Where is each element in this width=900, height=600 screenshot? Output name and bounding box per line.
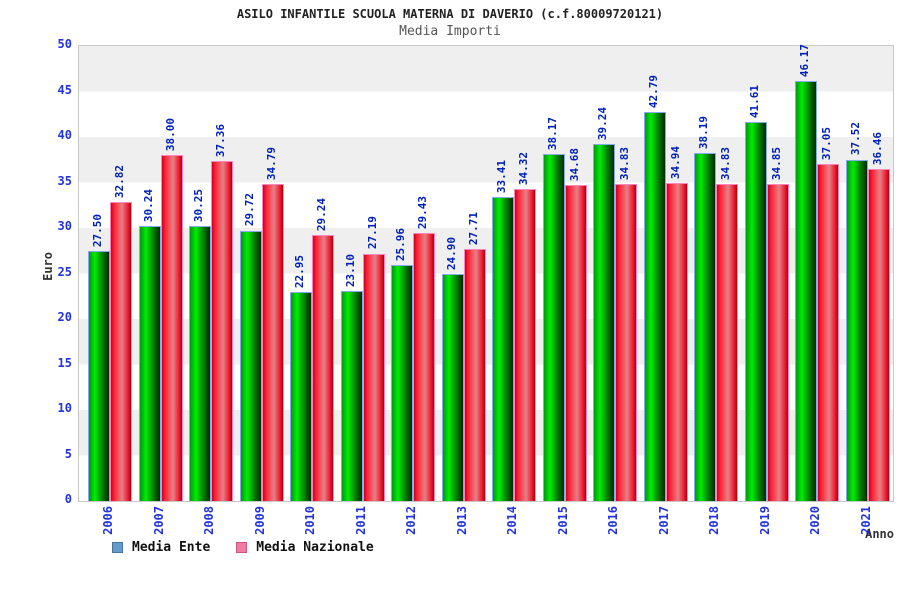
x-axis-title: Anno — [865, 527, 894, 541]
x-tick-label: 2019 — [757, 506, 772, 535]
bar-media-nazionale — [312, 234, 334, 501]
y-tick-label: 10 — [57, 401, 72, 415]
bar-media-nazionale — [160, 155, 183, 501]
x-tick-label: 2013 — [454, 506, 469, 535]
bar-media-ente — [542, 153, 565, 501]
chart-title: ASILO INFANTILE SCUOLA MATERNA DI DAVERI… — [236, 7, 664, 21]
bar-media-nazionale — [564, 185, 587, 501]
y-tick-label: 20 — [57, 310, 72, 324]
x-tick-label: 2007 — [151, 506, 166, 535]
bar-media-ente — [492, 196, 514, 501]
x-tick-label: 2010 — [303, 506, 317, 535]
bar-media-ente — [340, 290, 363, 501]
bar-media-ente — [138, 225, 161, 501]
bar-media-ente — [441, 274, 464, 501]
bar-media-ente — [88, 250, 110, 501]
bar-media-nazionale — [867, 169, 890, 501]
bar-media-ente — [744, 122, 767, 501]
x-tick-label: 2009 — [252, 506, 267, 535]
x-tick-label: 2008 — [202, 506, 216, 535]
y-tick-label: 35 — [57, 173, 72, 188]
bar-media-ente — [795, 80, 817, 501]
y-tick-label: 50 — [57, 37, 72, 51]
legend: Media Ente Media Nazionale — [112, 540, 374, 555]
plot-area — [78, 45, 894, 502]
chart-subtitle: Media Importi — [399, 24, 501, 39]
bar-media-nazionale — [766, 183, 789, 501]
x-tick-label: 2011 — [353, 506, 368, 535]
y-tick-label: 30 — [57, 219, 72, 233]
x-tick-label: 2015 — [555, 506, 570, 535]
legend-label: Media Nazionale — [256, 540, 374, 555]
legend-label: Media Ente — [132, 540, 211, 555]
bar-media-nazionale — [463, 248, 486, 501]
bar-media-nazionale — [261, 184, 284, 501]
y-tick-label: 15 — [57, 355, 72, 370]
bar-media-nazionale — [514, 188, 536, 501]
y-tick-label: 40 — [57, 128, 72, 142]
x-tick-label: 2016 — [606, 506, 620, 535]
bar-media-ente — [290, 292, 312, 501]
media-ente-swatch-icon — [112, 542, 123, 553]
x-tick-label: 2006 — [101, 506, 115, 535]
x-tick-label: 2014 — [505, 506, 519, 535]
bar-media-ente — [239, 230, 262, 501]
bar-media-nazionale — [716, 184, 738, 501]
bar-media-ente — [593, 143, 615, 501]
legend-item-media-ente: Media Ente — [112, 540, 210, 555]
x-tick-label: 2012 — [404, 506, 418, 535]
y-tick-label: 45 — [57, 82, 72, 97]
bar-media-nazionale — [615, 184, 637, 501]
bar-media-ente — [845, 159, 868, 501]
bar-media-nazionale — [413, 233, 435, 501]
media-nazionale-swatch-icon — [236, 542, 248, 553]
bar-media-ente — [189, 225, 211, 501]
bar-media-nazionale — [362, 253, 385, 501]
bar-media-nazionale — [817, 163, 839, 501]
x-tick-label: 2020 — [808, 506, 822, 535]
bar-media-nazionale — [110, 202, 132, 501]
x-tick-label: 2017 — [656, 506, 671, 535]
bar-media-ente — [391, 264, 413, 501]
bar-media-nazionale — [665, 183, 688, 501]
bar-media-ente — [643, 111, 666, 501]
x-tick-label: 2018 — [707, 506, 721, 535]
bar-media-ente — [694, 153, 716, 501]
y-tick-label: 0 — [64, 492, 72, 506]
bar-media-nazionale — [211, 161, 233, 501]
y-tick-label: 5 — [64, 446, 72, 461]
y-axis-title: Euro — [41, 252, 55, 281]
legend-item-media-nazionale: Media Nazionale — [236, 540, 374, 555]
